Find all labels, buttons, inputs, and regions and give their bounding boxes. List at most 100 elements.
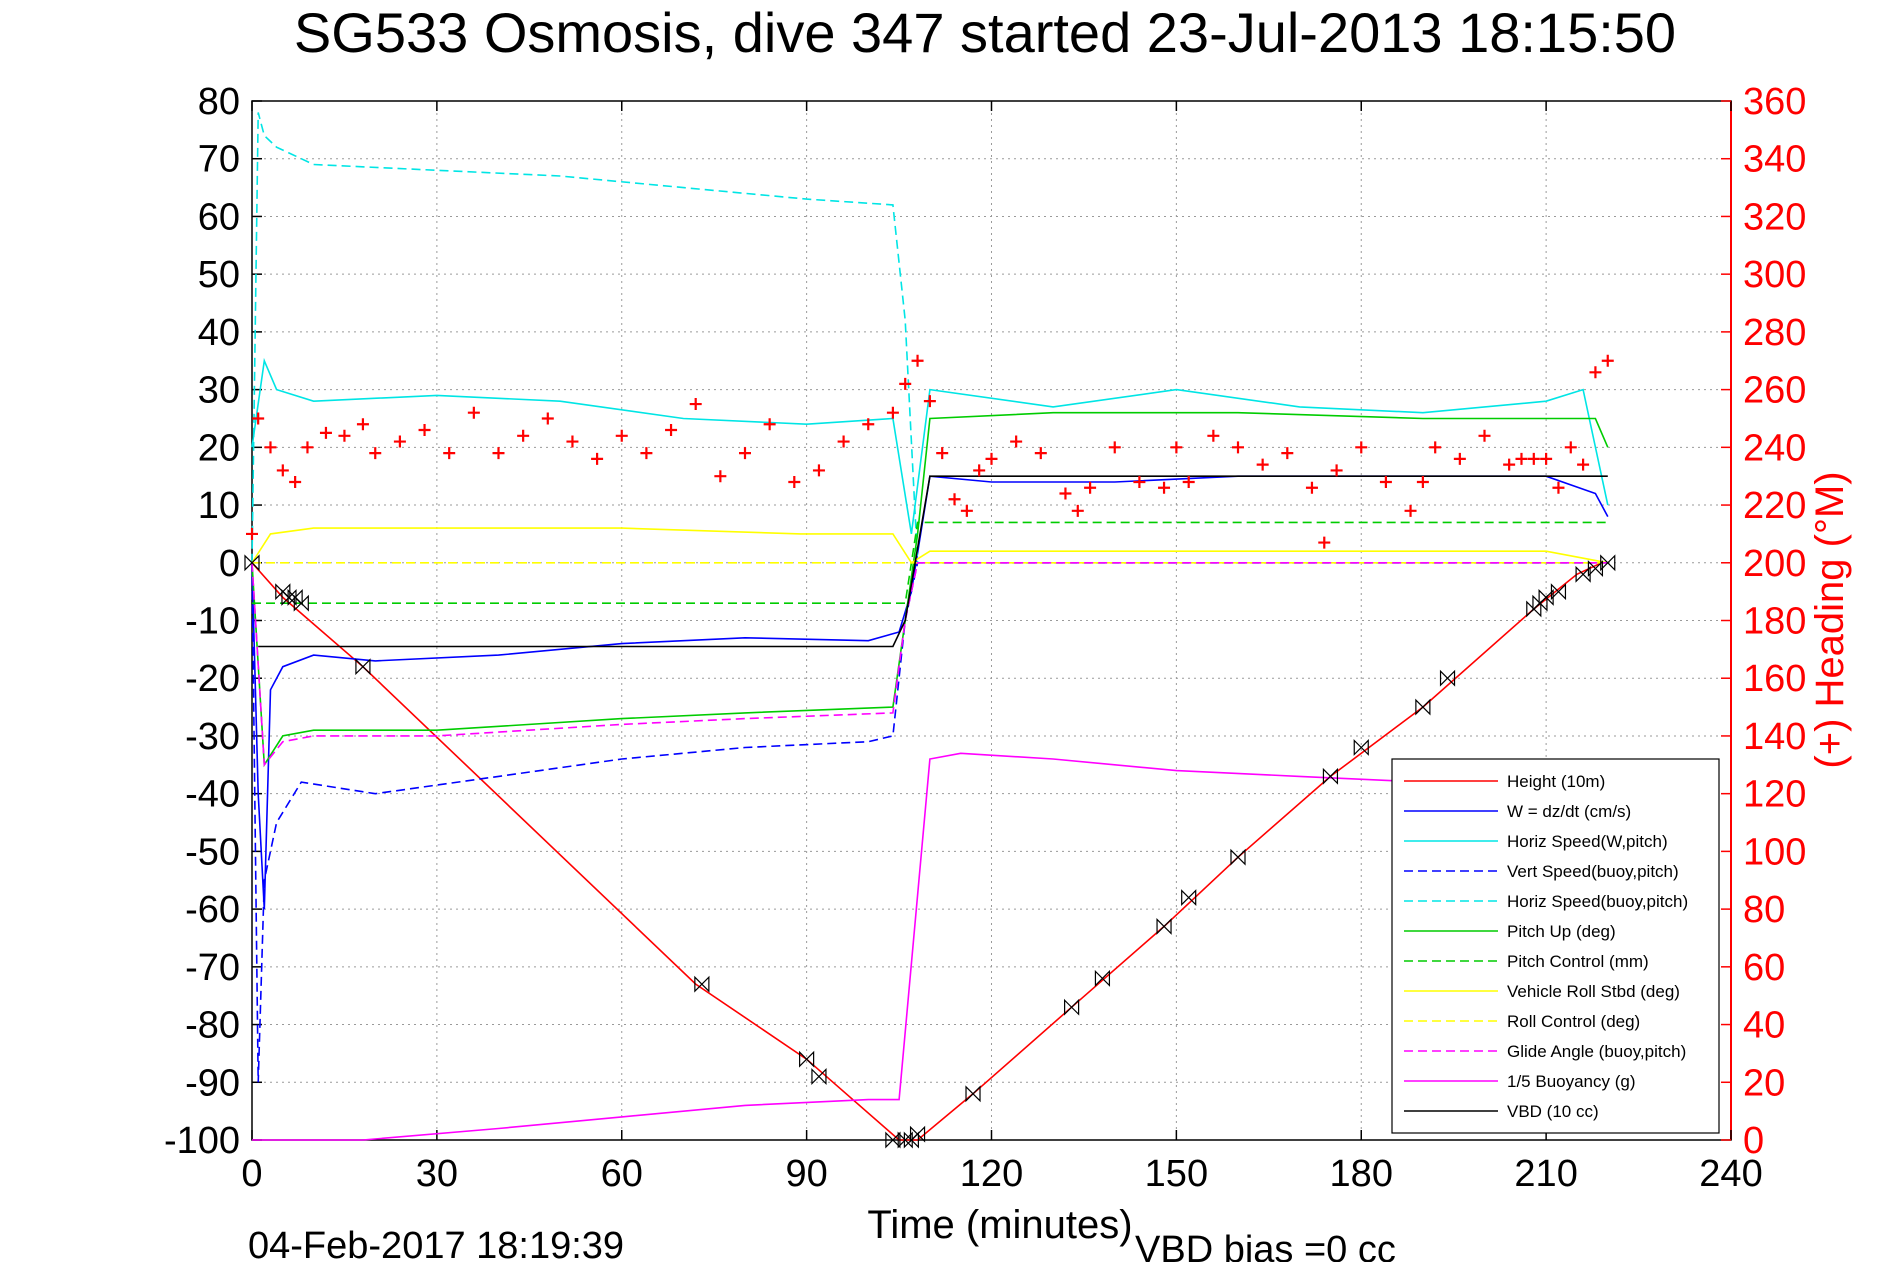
y-left-tick-label: -60 [185, 889, 240, 931]
heading-point [1281, 447, 1294, 460]
depth-marker [293, 594, 309, 612]
depth-marker [1181, 889, 1197, 907]
depth-marker [1064, 998, 1080, 1016]
heading-point [1071, 504, 1084, 517]
y-right-tick-label: 40 [1743, 1005, 1785, 1047]
heading-point [985, 452, 998, 465]
depth-marker [1538, 588, 1554, 606]
x-tick-label: 30 [416, 1153, 458, 1195]
y-right-tick-label: 260 [1743, 370, 1806, 412]
heading-point [1503, 458, 1516, 471]
y-right-tick-label: 120 [1743, 774, 1806, 816]
heading-point [541, 412, 554, 425]
heading-point [319, 426, 332, 439]
series-line-5 [251, 112, 1608, 564]
depth-marker [1353, 739, 1369, 756]
heading-point [812, 464, 825, 477]
heading-point [1453, 452, 1466, 465]
heading-point [393, 435, 406, 448]
legend-entry: 1/5 Buoyancy (g) [1507, 1072, 1636, 1091]
heading-point [369, 447, 382, 460]
legend-entry: Horiz Speed(buoy,pitch) [1507, 892, 1688, 911]
series-line-10 [251, 561, 1608, 767]
heading-point [1010, 435, 1023, 448]
heading-point [739, 447, 751, 460]
depth-marker [1575, 565, 1591, 583]
heading-point [246, 527, 258, 540]
y-right-tick-label: 140 [1743, 716, 1806, 758]
heading-point [911, 354, 924, 367]
y-right-tick-label: 300 [1743, 254, 1806, 296]
depth-marker [355, 658, 371, 676]
y-left-tick-label: 60 [198, 196, 240, 238]
heading-point [1305, 481, 1318, 494]
y-left-tick-label: 0 [219, 543, 240, 585]
footer-date: 04-Feb-2017 18:19:39 [248, 1225, 624, 1262]
heading-point [899, 377, 912, 390]
heading-point [1601, 354, 1614, 367]
x-tick-label: 240 [1699, 1153, 1762, 1195]
y-left-tick-label: -50 [185, 831, 240, 873]
heading-point [467, 406, 480, 419]
heading-point [886, 406, 899, 419]
heading-point [1355, 441, 1368, 454]
heading-point [443, 447, 456, 460]
depth-marker [1415, 698, 1431, 716]
heading-point [264, 441, 277, 454]
y-right-tick-label: 160 [1743, 658, 1806, 700]
heading-point [492, 447, 505, 460]
depth-marker [1094, 969, 1111, 987]
axis-ticks [251, 100, 1732, 1141]
heading-point [1564, 441, 1577, 454]
heading-point [1108, 441, 1121, 454]
y-left-tick-label: 50 [198, 254, 240, 296]
depth-marker [694, 975, 710, 993]
heading-point [936, 447, 949, 460]
legend-entry: Glide Angle (buoy,pitch) [1507, 1042, 1686, 1061]
heading-point [1330, 464, 1343, 477]
heading-point [1232, 441, 1244, 454]
heading-point [1158, 481, 1171, 494]
legend-entry: Horiz Speed(W,pitch) [1507, 832, 1668, 851]
y-left-tick-label: 40 [198, 312, 240, 354]
heading-point [1515, 452, 1528, 465]
legend-entry: VBD (10 cc) [1507, 1102, 1599, 1121]
heading-point [356, 418, 369, 431]
depth-marker [965, 1085, 981, 1103]
heading-point [1034, 447, 1047, 460]
y-left-tick-label: -10 [185, 601, 240, 643]
depth-marker-layer [244, 554, 1616, 1149]
y-right-tick-label: 240 [1743, 427, 1806, 469]
y-right-tick-label: 100 [1743, 831, 1806, 873]
heading-point [1527, 452, 1540, 465]
depth-marker [1439, 669, 1456, 687]
heading-point [1207, 429, 1220, 442]
legend-entry: Vert Speed(buoy,pitch) [1507, 862, 1679, 881]
y-left-tick-label: -30 [185, 716, 240, 758]
heading-point [1589, 366, 1602, 379]
depth-marker [811, 1068, 827, 1085]
heading-point [1084, 481, 1097, 494]
footer-vbd-bias: VBD bias =0 cc [1135, 1229, 1396, 1262]
series-line-11 [252, 752, 1485, 1141]
y-right-tick-label: 200 [1743, 543, 1806, 585]
depth-marker [244, 554, 260, 572]
legend-entry: W = dz/dt (cm/s) [1507, 802, 1631, 821]
heading-point [1256, 458, 1269, 471]
legend: Height (10m) W = dz/dt (cm/s) Horiz Speed(… [1391, 758, 1720, 1134]
heading-point [1416, 475, 1429, 488]
heading-layer [246, 354, 1614, 549]
series-line-7 [252, 521, 1608, 605]
y-left-tick-label: -40 [185, 774, 240, 816]
heading-point [689, 398, 702, 411]
x-axis-label: Time (minutes) [867, 1203, 1132, 1247]
heading-point [837, 435, 850, 448]
y-right-tick-label: 80 [1743, 889, 1785, 931]
depth-marker [1230, 848, 1246, 866]
depth-marker [897, 1131, 913, 1149]
heading-point [517, 429, 530, 442]
legend-entry: Pitch Control (mm) [1507, 952, 1649, 971]
heading-point [948, 493, 961, 506]
y-right-tick-label: 320 [1743, 196, 1806, 238]
heading-point [1182, 475, 1195, 488]
